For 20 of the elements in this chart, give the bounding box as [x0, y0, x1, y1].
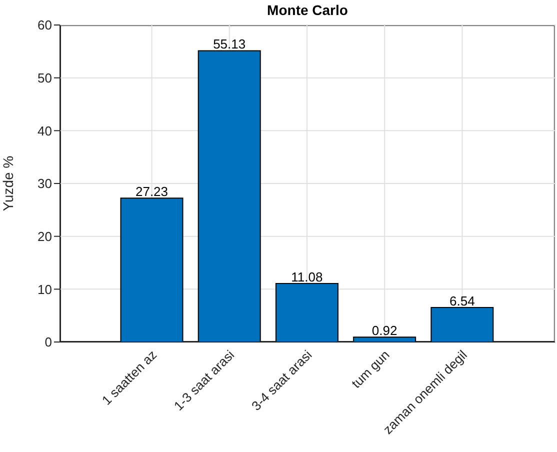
- data-label: 11.08: [291, 269, 323, 284]
- bar: [353, 336, 416, 342]
- y-tick-label: 0: [44, 334, 52, 350]
- data-label: 55.13: [213, 36, 246, 52]
- data-label: 27.23: [135, 184, 168, 200]
- y-axis-title: Yuzde %: [0, 156, 16, 212]
- y-tick-label: 10: [38, 282, 52, 297]
- bar: [430, 306, 494, 342]
- y-tick-label: 50: [38, 70, 52, 86]
- y-tick-label: 30: [38, 176, 52, 192]
- bar: [120, 198, 184, 342]
- x-tick-label: tum gun: [348, 347, 392, 391]
- y-tick-label: 40: [38, 123, 52, 138]
- chart-title: Monte Carlo: [266, 2, 349, 18]
- data-label: 0.92: [372, 323, 398, 338]
- data-label: 6.54: [450, 293, 475, 308]
- y-tick-label: 60: [38, 18, 52, 33]
- bar: [275, 282, 338, 342]
- y-tick-label: 20: [38, 228, 52, 244]
- bar: [198, 50, 261, 342]
